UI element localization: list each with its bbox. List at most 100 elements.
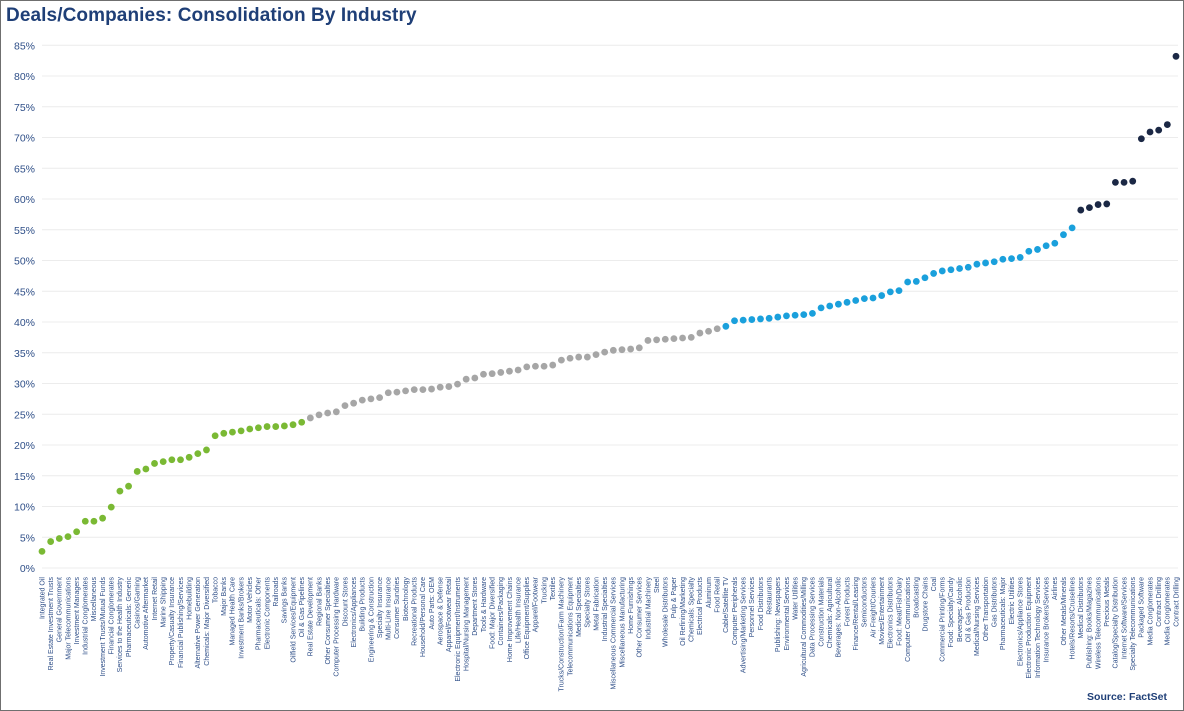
chart-title: Deals/Companies: Consolidation By Indust… xyxy=(6,5,417,26)
x-tick-label: Discount Stores xyxy=(342,577,349,627)
data-point xyxy=(739,316,747,324)
data-point xyxy=(237,427,245,435)
x-tick-label: Media Conglomerates xyxy=(1147,577,1154,646)
data-point xyxy=(376,394,383,402)
x-tick-label: Oil Refining/Marketing xyxy=(680,577,687,646)
data-point xyxy=(471,374,479,382)
x-tick-label: Miscellaneous Commercial Services xyxy=(611,577,618,690)
data-point xyxy=(255,424,262,432)
data-point xyxy=(1086,204,1093,212)
x-tick-label: Forest Products xyxy=(844,577,851,627)
x-tick-label: Textiles xyxy=(550,577,557,601)
data-point xyxy=(81,517,89,525)
grid-lines xyxy=(42,44,1178,569)
x-tick-label: Packaged Software xyxy=(1139,577,1146,638)
x-tick-label: Real Estate Investment Trusts xyxy=(48,577,55,671)
data-point xyxy=(783,312,790,320)
data-point xyxy=(947,266,955,274)
x-axis: Integrated Oil Real Estate Investment Tru… xyxy=(39,576,1180,691)
x-tick-label: Investment Trusts/Mutual Funds xyxy=(100,577,107,677)
x-tick-label: Other Metals/Minerals xyxy=(1061,577,1068,646)
x-tick-label: Homebuilding xyxy=(186,577,193,620)
x-tick-label: Metal Fabrication xyxy=(593,577,600,631)
y-tick-label: 5% xyxy=(20,532,35,544)
x-tick-label: Agricultural Commodities/Milling xyxy=(801,577,808,677)
data-point xyxy=(55,535,63,542)
data-point xyxy=(1016,254,1024,261)
x-tick-label: Coal xyxy=(931,577,938,592)
data-point xyxy=(1051,239,1059,247)
data-point xyxy=(107,503,115,511)
x-tick-label: Restaurants xyxy=(766,577,773,615)
data-point xyxy=(488,370,496,378)
x-tick-label: Computer Processing Hardware xyxy=(334,577,341,677)
data-point xyxy=(1137,135,1145,143)
data-point xyxy=(661,335,669,343)
x-tick-label: Financial Publishing/Services xyxy=(178,577,185,669)
x-tick-label: Financial Conglomerates xyxy=(109,577,116,655)
data-point xyxy=(1060,231,1067,239)
data-points xyxy=(38,52,1180,555)
x-tick-label: Integrated Oil xyxy=(39,577,46,619)
x-tick-label: Airlines xyxy=(1052,577,1059,600)
data-point xyxy=(982,259,989,267)
x-tick-label: Personnel Services xyxy=(749,577,756,638)
x-tick-label: Auto Parts: OEM xyxy=(429,577,436,630)
x-tick-label: Steel xyxy=(654,577,661,593)
data-point xyxy=(826,302,834,310)
data-point xyxy=(791,311,799,319)
x-tick-label: Computer Communications xyxy=(905,577,912,662)
data-point xyxy=(133,468,141,475)
data-point xyxy=(203,446,210,454)
data-point xyxy=(1146,128,1154,136)
data-point xyxy=(350,399,358,407)
data-point xyxy=(445,383,453,390)
x-tick-label: Medical Specialties xyxy=(576,577,583,637)
data-point xyxy=(1094,201,1102,208)
x-tick-label: Wholesale Distributors xyxy=(663,577,670,648)
x-tick-label: Telecommunications Equipment xyxy=(567,577,574,676)
x-tick-label: Construction Materials xyxy=(818,577,825,647)
data-point xyxy=(990,258,998,266)
x-tick-label: Precious Metals xyxy=(1104,577,1111,627)
data-point xyxy=(557,356,565,364)
data-point xyxy=(627,345,635,353)
data-point xyxy=(410,386,418,394)
x-tick-label: Food: Meat/Fish/Dairy xyxy=(896,577,903,646)
x-tick-label: Life/Health Insurance xyxy=(515,577,522,643)
x-tick-label: Beverages: Non-Alcoholic xyxy=(836,577,843,658)
data-point xyxy=(1103,200,1111,208)
data-point xyxy=(1163,121,1171,128)
data-point xyxy=(177,456,184,464)
x-tick-label: Food: Specialty/Candy xyxy=(948,577,955,648)
data-point xyxy=(869,294,877,302)
data-point xyxy=(454,380,461,388)
x-tick-label: Services to the Health Industry xyxy=(117,577,124,673)
data-point xyxy=(523,363,531,371)
data-point xyxy=(653,336,661,344)
data-point xyxy=(480,370,487,378)
y-tick-label: 50% xyxy=(14,256,35,268)
x-tick-label: Wireless Telecommunications xyxy=(1095,577,1102,670)
x-tick-label: Commercial Printing/Forms xyxy=(940,577,947,662)
x-tick-label: Motor Vehicles xyxy=(247,577,254,623)
x-tick-label: Railroads xyxy=(273,577,280,607)
x-tick-label: Marine Shipping xyxy=(160,577,167,628)
x-tick-label: Internet Software/Services xyxy=(1121,577,1128,660)
x-tick-label: Electronic Components xyxy=(264,577,271,650)
x-tick-label: Pharmaceuticals: Other xyxy=(256,576,263,650)
x-tick-label: Cable/Satellite TV xyxy=(723,577,730,633)
x-tick-label: Department Stores xyxy=(472,577,479,636)
data-point xyxy=(263,423,271,430)
y-tick-label: 80% xyxy=(14,71,35,83)
x-tick-label: Recreational Products xyxy=(412,577,419,646)
x-tick-label: Food: Major Diversified xyxy=(489,577,496,649)
x-tick-label: Contract Drilling xyxy=(1173,577,1180,627)
data-point xyxy=(47,538,55,545)
y-tick-label: 15% xyxy=(14,471,35,483)
x-tick-label: Consumer Sundries xyxy=(394,577,401,639)
data-point xyxy=(644,337,652,344)
x-tick-label: Contract Drilling xyxy=(1156,577,1163,627)
data-point xyxy=(514,366,522,374)
x-tick-label: Electronics/Appliances xyxy=(351,577,358,648)
